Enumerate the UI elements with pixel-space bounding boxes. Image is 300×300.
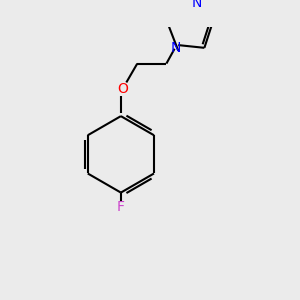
Text: O: O <box>117 82 128 96</box>
Text: N: N <box>170 41 181 55</box>
Text: N: N <box>192 0 202 11</box>
Text: F: F <box>117 200 125 214</box>
